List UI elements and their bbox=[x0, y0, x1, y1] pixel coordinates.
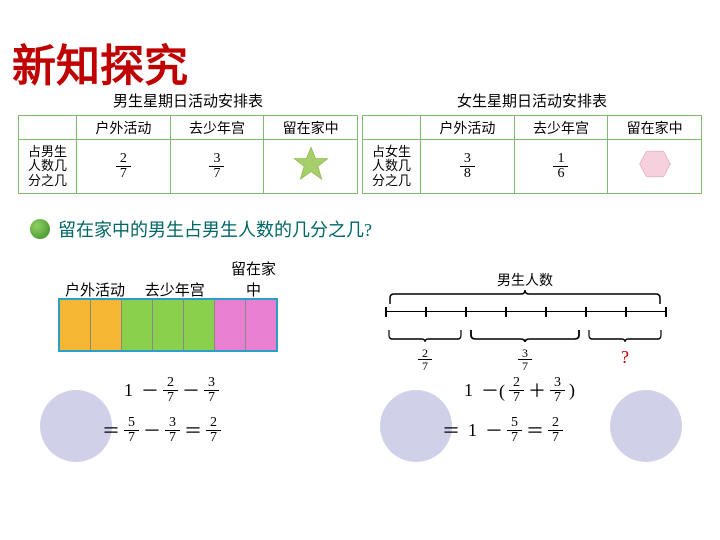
eq-right-line2: ＝1－57＝27 bbox=[438, 410, 579, 450]
bar-labels: 户外活动 去少年宫 留在家中 bbox=[64, 258, 284, 300]
boys-table-wrap: 男生星期日活动安排表 户外活动 去少年宫 留在家中 占男生人数几分之几 27 3… bbox=[18, 90, 358, 194]
boys-cell-1: 37 bbox=[170, 140, 264, 194]
eq-left-line1: 1－27－37 bbox=[120, 370, 221, 410]
boys-h0 bbox=[19, 116, 77, 140]
boys-table: 户外活动 去少年宫 留在家中 占男生人数几分之几 27 37 bbox=[18, 115, 358, 194]
bar-label-1: 去少年宫 bbox=[130, 279, 220, 300]
question-text: 留在家中的男生占男生人数的几分之几? bbox=[58, 216, 372, 242]
girls-h2: 去少年宫 bbox=[514, 116, 608, 140]
girls-cell-0: 38 bbox=[421, 140, 515, 194]
girls-h0 bbox=[363, 116, 421, 140]
boys-cell-2 bbox=[264, 140, 358, 194]
top-bracket-icon bbox=[370, 290, 680, 306]
bar-label-0: 户外活动 bbox=[64, 279, 126, 300]
hexagon-icon bbox=[638, 149, 672, 179]
line-model: 男生人数 2737? bbox=[370, 270, 680, 375]
girls-caption: 女生星期日活动安排表 bbox=[362, 90, 702, 111]
girls-table: 户外活动 去少年宫 留在家中 占女生人数几分之几 38 16 bbox=[362, 115, 702, 194]
boys-h3: 留在家中 bbox=[264, 116, 358, 140]
number-line bbox=[385, 311, 665, 329]
eq-left-line2: ＝57－37＝27 bbox=[98, 410, 221, 450]
page-title: 新知探究 bbox=[12, 30, 188, 94]
eq-right: 1－(27＋37) ＝1－57＝27 bbox=[400, 370, 660, 490]
boys-h1: 户外活动 bbox=[77, 116, 171, 140]
boys-rowlabel: 占男生人数几分之几 bbox=[19, 140, 77, 194]
eq-left: 1－27－37 ＝57－37＝27 bbox=[60, 370, 320, 490]
girls-h3: 留在家中 bbox=[608, 116, 702, 140]
girls-table-wrap: 女生星期日活动安排表 户外活动 去少年宫 留在家中 占女生人数几分之几 38 1… bbox=[362, 90, 702, 194]
girls-h1: 户外活动 bbox=[421, 116, 515, 140]
sub-brackets: 2737? bbox=[385, 329, 665, 375]
bar-model bbox=[58, 298, 278, 352]
star-icon bbox=[292, 145, 330, 183]
bar-label-2: 留在家中 bbox=[224, 258, 284, 300]
boys-cell-0: 27 bbox=[77, 140, 171, 194]
circle-icon bbox=[610, 390, 682, 462]
boys-caption: 男生星期日活动安排表 bbox=[18, 90, 358, 111]
bullet-icon bbox=[30, 219, 50, 239]
girls-cell-2 bbox=[608, 140, 702, 194]
overall-label: 男生人数 bbox=[370, 270, 680, 290]
boys-h2: 去少年宫 bbox=[170, 116, 264, 140]
eq-right-line1: 1－(27＋37) bbox=[460, 370, 579, 410]
question-row: 留在家中的男生占男生人数的几分之几? bbox=[30, 216, 372, 242]
girls-cell-1: 16 bbox=[514, 140, 608, 194]
girls-rowlabel: 占女生人数几分之几 bbox=[363, 140, 421, 194]
tables-container: 男生星期日活动安排表 户外活动 去少年宫 留在家中 占男生人数几分之几 27 3… bbox=[18, 90, 702, 194]
